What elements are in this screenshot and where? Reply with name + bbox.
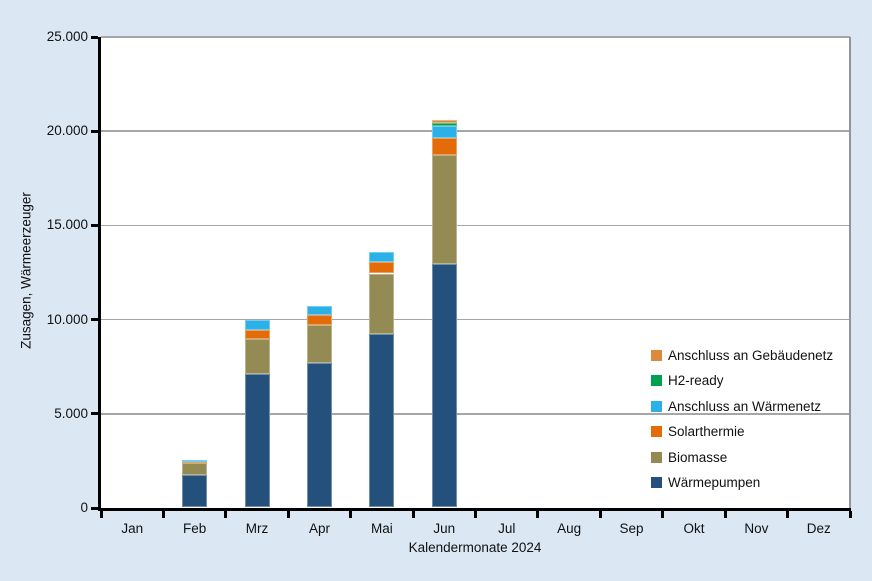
bar-segment <box>431 264 457 508</box>
gridline <box>101 318 850 321</box>
bar-segment <box>306 325 332 364</box>
y-tick-mark <box>91 318 98 322</box>
x-tick-mark <box>661 510 665 518</box>
bar-segment <box>306 363 332 508</box>
x-tick-label: Apr <box>308 521 330 536</box>
y-tick-label: 0 <box>80 500 88 515</box>
legend-row: H2-ready <box>651 368 724 393</box>
x-tick-label: Mrz <box>245 521 269 536</box>
legend-swatch <box>651 426 662 438</box>
bar-segment <box>182 462 208 475</box>
legend-label: Anschluss an Wärmenetz <box>668 398 822 414</box>
bar-segment <box>431 137 457 156</box>
x-tick-mark <box>411 510 415 518</box>
x-tick-mark <box>349 510 353 518</box>
gridline <box>101 36 850 38</box>
legend-label: Biomasse <box>668 449 728 465</box>
plot-area <box>101 37 850 508</box>
bar-segment <box>431 119 457 123</box>
legend-row: Anschluss an Wärmenetz <box>651 394 821 419</box>
legend-swatch <box>651 375 662 387</box>
x-tick-label: Sep <box>619 521 644 536</box>
legend-swatch <box>651 400 662 412</box>
bar-segment <box>182 459 208 462</box>
bar-segment <box>431 125 457 138</box>
x-tick-mark <box>848 510 852 518</box>
y-tick-mark <box>91 223 98 227</box>
y-tick-label: 20.000 <box>46 123 88 139</box>
bar-segment <box>369 261 395 274</box>
x-tick-mark <box>598 510 602 518</box>
legend-swatch <box>651 451 662 463</box>
x-tick-label: Jul <box>498 521 516 536</box>
bar-segment <box>244 374 270 508</box>
bar-segment <box>182 461 208 463</box>
gridline <box>101 413 850 415</box>
legend-row: Anschluss an Gebäudenetz <box>651 343 833 368</box>
bar-segment <box>244 339 270 375</box>
legend-row: Solarthermie <box>651 419 745 444</box>
y-tick-label: 25.000 <box>46 29 88 44</box>
legend-label: Anschluss an Gebäudenetz <box>668 348 834 363</box>
bar-segment <box>431 155 457 265</box>
x-tick-mark <box>723 510 727 518</box>
gridline <box>101 224 850 227</box>
y-tick-label: 10.000 <box>46 311 88 327</box>
y-axis-title: Zusagen, Wärmeerzeuger <box>18 192 34 349</box>
y-axis-line <box>98 37 101 511</box>
x-tick-mark <box>224 510 228 518</box>
legend-row: Wärmepumpen <box>651 470 760 495</box>
y-tick-mark <box>91 129 98 133</box>
x-tick-mark <box>99 510 103 518</box>
x-tick-label: Jan <box>121 521 144 536</box>
y-tick-mark <box>91 35 98 39</box>
bar-segment <box>306 306 332 316</box>
legend-label: Solarthermie <box>668 424 745 440</box>
x-tick-mark <box>286 510 290 518</box>
bar-segment <box>369 333 395 508</box>
y-tick-mark <box>91 412 98 416</box>
plot-border-right <box>849 37 851 508</box>
legend-swatch <box>651 477 662 488</box>
x-tick-mark <box>786 510 790 518</box>
legend-label: H2-ready <box>668 373 724 389</box>
x-tick-label: Aug <box>557 521 582 536</box>
legend-row: Biomasse <box>651 445 727 470</box>
x-tick-label: Jun <box>433 521 456 536</box>
legend-label: Wärmepumpen <box>668 475 761 490</box>
bar-segment <box>369 251 395 262</box>
bar-segment <box>369 273 395 334</box>
x-tick-mark <box>536 510 540 518</box>
x-tick-mark <box>161 510 165 518</box>
bar-segment <box>244 330 270 340</box>
bar-segment <box>431 122 457 126</box>
y-tick-mark <box>91 506 98 510</box>
y-tick-label: 5.000 <box>54 405 88 421</box>
x-tick-label: Okt <box>683 521 705 536</box>
bar-segment <box>182 475 208 508</box>
legend-swatch <box>651 350 662 361</box>
x-axis-title: Kalendermonate 2024 <box>408 540 542 555</box>
x-tick-label: Mai <box>370 521 393 536</box>
x-axis-line <box>98 507 851 511</box>
bar-segment <box>244 320 270 331</box>
x-tick-mark <box>474 510 477 518</box>
bar-segment <box>306 315 332 326</box>
gridline <box>101 130 850 132</box>
x-tick-label: Dez <box>806 521 831 536</box>
x-tick-label: Nov <box>744 521 769 536</box>
y-tick-label: 15.000 <box>46 217 88 233</box>
x-tick-label: Feb <box>182 521 207 536</box>
